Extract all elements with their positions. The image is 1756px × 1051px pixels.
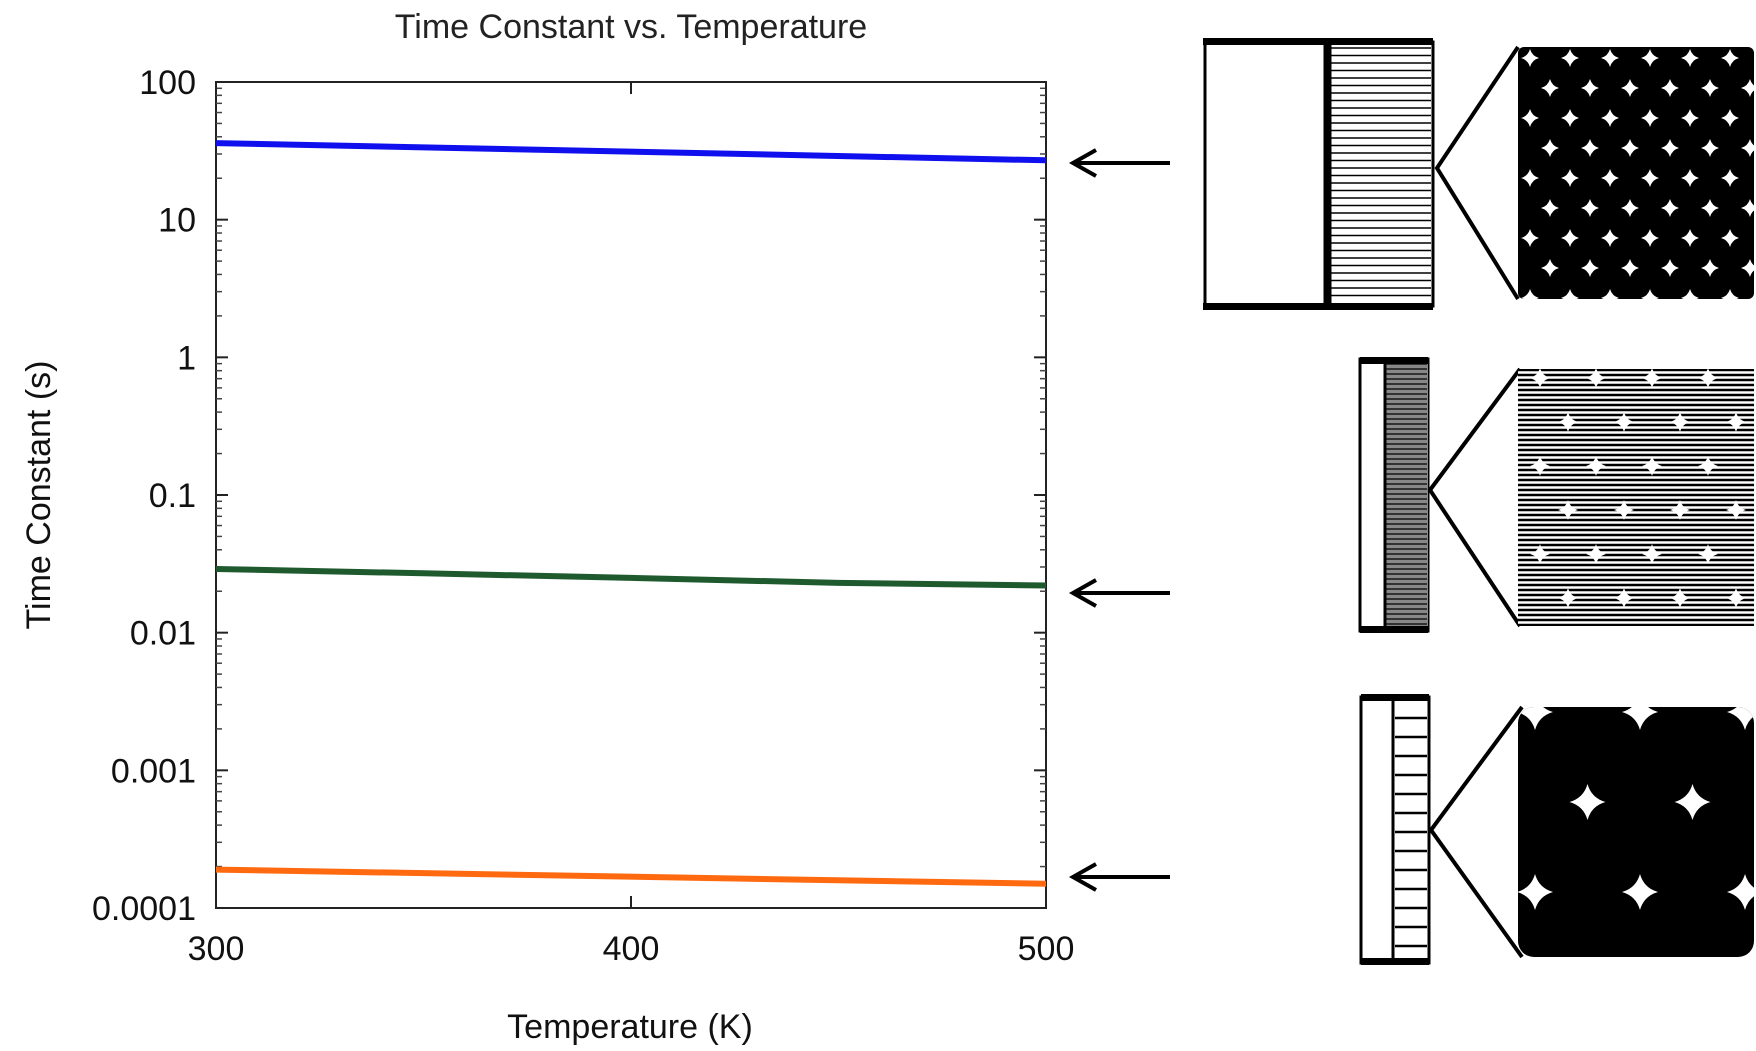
fine-lamellae-stripes	[1386, 363, 1427, 625]
arrow-left-icon	[1068, 148, 1170, 178]
series-layer	[216, 140, 1046, 887]
y-tick-label: 0.1	[149, 477, 196, 515]
y-tick-label: 100	[139, 64, 196, 102]
zoom-lines	[1428, 705, 1524, 959]
y-minor-ticks	[216, 87, 1046, 868]
zoom-fine-lamellae	[1518, 369, 1754, 626]
x-tick-label: 300	[188, 930, 245, 968]
series-line-3	[216, 866, 1046, 887]
y-tick-label: 1	[177, 339, 196, 377]
x-tick-label: 400	[603, 930, 660, 968]
zoom-lines	[1427, 367, 1522, 628]
schematic-narrow-bar-fine	[1358, 357, 1754, 633]
y-tick-label: 0.01	[130, 615, 196, 653]
x-tick-label: 500	[1018, 930, 1075, 968]
y-tick-label: 0.001	[111, 752, 196, 790]
chart-title: Time Constant vs. Temperature	[395, 8, 867, 46]
arrow-left-icon	[1068, 578, 1170, 608]
y-axis-label: Time Constant (s)	[20, 361, 58, 630]
schematic-narrow-bar-coarse	[1359, 694, 1754, 965]
x-axis-label: Temperature (K)	[507, 1008, 753, 1046]
lamellae-stripes	[1328, 47, 1431, 297]
y-tick-label: 10	[158, 202, 196, 240]
series-line-2	[216, 566, 1046, 589]
zoom-lines	[1434, 45, 1520, 301]
plot-frame	[215, 81, 1047, 909]
y-tick-label: 0.0001	[92, 890, 196, 928]
zoom-large-spheres	[1518, 707, 1754, 957]
series-line-1	[216, 140, 1046, 164]
zoom-packed-spheres	[1518, 47, 1754, 299]
schematic-wide-bar	[1203, 38, 1754, 310]
x-axis-ticks: 300 400 500	[188, 82, 1075, 968]
arrow-left-icon	[1068, 862, 1170, 892]
y-axis-ticks: 0.0001 0.001 0.01 0.1 1 10 100	[92, 64, 1046, 928]
coarse-lamellae-stripes	[1395, 716, 1427, 948]
